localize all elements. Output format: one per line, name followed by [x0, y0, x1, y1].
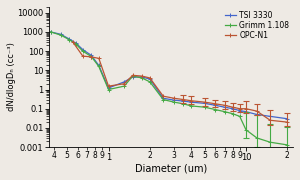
OPC-N1: [172, 97, 176, 99]
Line: Grimm 1.108: Grimm 1.108: [49, 30, 290, 147]
Y-axis label: dN/dlogDₙ (cc⁻³): dN/dlogDₙ (cc⁻³): [7, 43, 16, 111]
Grimm 1.108: [244, 129, 248, 131]
TSI 3330: [140, 76, 144, 78]
TSI 3330: [182, 100, 185, 102]
Grimm 1.108: [122, 85, 126, 87]
TSI 3330: [131, 76, 134, 78]
TSI 3330: [81, 49, 85, 51]
OPC-N1: [122, 83, 126, 85]
Grimm 1.108: [268, 141, 272, 143]
TSI 3330: [161, 97, 165, 99]
TSI 3330: [122, 81, 126, 83]
OPC-N1: [214, 103, 217, 105]
Grimm 1.108: [182, 103, 185, 105]
OPC-N1: [238, 108, 242, 110]
Grimm 1.108: [97, 65, 101, 68]
Grimm 1.108: [81, 50, 85, 52]
TSI 3330: [89, 54, 93, 57]
Grimm 1.108: [286, 144, 289, 146]
OPC-N1: [286, 121, 289, 123]
OPC-N1: [131, 74, 134, 76]
OPC-N1: [107, 85, 110, 87]
OPC-N1: [140, 75, 144, 77]
OPC-N1: [97, 57, 101, 59]
TSI 3330: [49, 31, 52, 33]
TSI 3330: [68, 38, 71, 40]
Grimm 1.108: [161, 98, 165, 101]
TSI 3330: [268, 115, 272, 117]
Grimm 1.108: [68, 39, 71, 41]
Grimm 1.108: [255, 137, 259, 139]
TSI 3330: [286, 118, 289, 120]
TSI 3330: [59, 33, 63, 35]
OPC-N1: [268, 119, 272, 121]
Grimm 1.108: [238, 115, 242, 117]
OPC-N1: [182, 98, 185, 101]
OPC-N1: [161, 95, 165, 97]
TSI 3330: [172, 99, 176, 101]
OPC-N1: [89, 56, 93, 58]
OPC-N1: [231, 106, 235, 108]
Grimm 1.108: [140, 77, 144, 79]
OPC-N1: [244, 108, 248, 110]
TSI 3330: [107, 87, 110, 89]
Grimm 1.108: [203, 106, 206, 108]
OPC-N1: [223, 104, 226, 106]
TSI 3330: [190, 101, 193, 103]
OPC-N1: [148, 77, 152, 79]
TSI 3330: [244, 111, 248, 113]
TSI 3330: [203, 102, 206, 104]
TSI 3330: [255, 113, 259, 116]
X-axis label: Diameter (um): Diameter (um): [135, 163, 207, 173]
OPC-N1: [203, 101, 206, 103]
TSI 3330: [223, 106, 226, 108]
Grimm 1.108: [231, 113, 235, 115]
Grimm 1.108: [107, 88, 110, 91]
Grimm 1.108: [172, 101, 176, 103]
Grimm 1.108: [214, 109, 217, 111]
OPC-N1: [255, 110, 259, 112]
Line: TSI 3330: TSI 3330: [49, 30, 290, 121]
OPC-N1: [81, 55, 85, 57]
Grimm 1.108: [223, 111, 226, 113]
TSI 3330: [214, 104, 217, 106]
OPC-N1: [71, 41, 75, 43]
Grimm 1.108: [190, 105, 193, 107]
Grimm 1.108: [74, 43, 78, 45]
OPC-N1: [190, 100, 193, 102]
Grimm 1.108: [49, 31, 52, 33]
TSI 3330: [74, 42, 78, 44]
Grimm 1.108: [148, 81, 152, 83]
TSI 3330: [97, 64, 101, 66]
TSI 3330: [148, 78, 152, 80]
Grimm 1.108: [59, 34, 63, 36]
TSI 3330: [231, 108, 235, 110]
Grimm 1.108: [131, 75, 134, 77]
Line: OPC-N1: OPC-N1: [71, 40, 290, 124]
Legend: TSI 3330, Grimm 1.108, OPC-N1: TSI 3330, Grimm 1.108, OPC-N1: [223, 9, 291, 42]
Grimm 1.108: [89, 55, 93, 58]
TSI 3330: [238, 109, 242, 112]
